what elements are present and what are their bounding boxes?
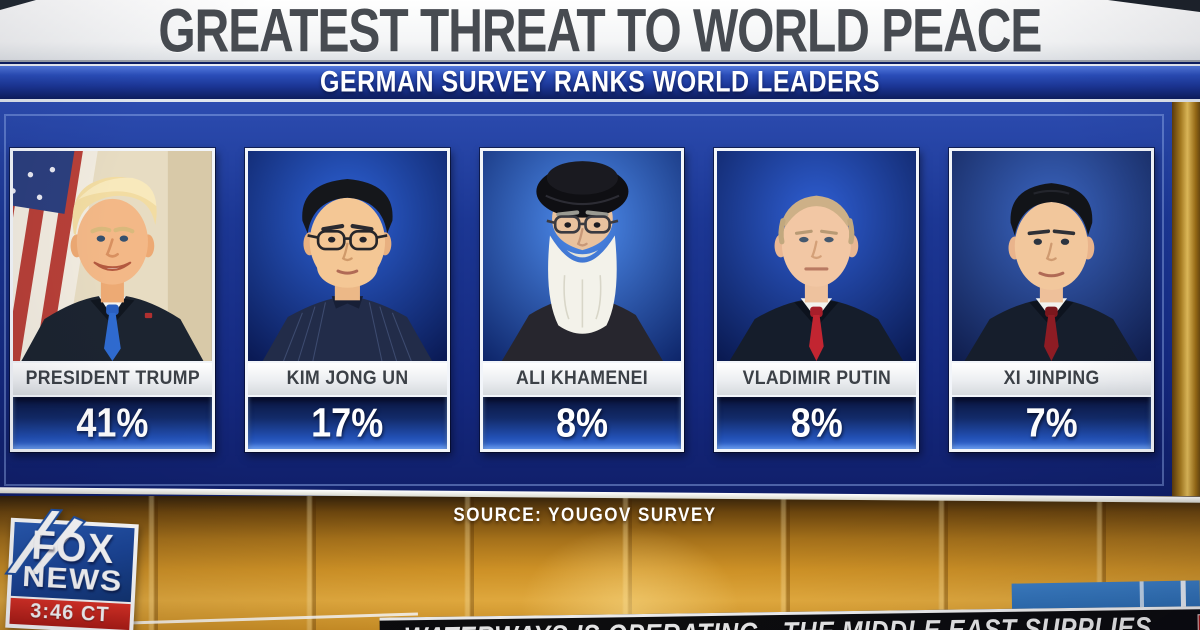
studio-gold-edge (1172, 102, 1200, 496)
time-band: 3:46 CT (9, 597, 131, 630)
leader-card-ali-khamenei: ALI KHAMENEI 8% (479, 148, 685, 452)
studio-background (0, 496, 1200, 630)
headline-title: GREATEST THREAT TO WORLD PEACE (158, 0, 1043, 64)
leader-name: KIM JONG UN (286, 368, 409, 389)
leader-percent: 7% (1025, 399, 1078, 446)
leader-card-vladimir-putin: VLADIMIR PUTIN 8% (714, 148, 920, 452)
ticker-segment: THE MIDDLE EAST SUPPLIES (783, 612, 1152, 630)
leader-name-band: XI JINPING (952, 361, 1151, 395)
leader-cards-row: PRESIDENT TRUMP 41% (10, 148, 1154, 452)
trump-portrait (13, 151, 212, 361)
ali-khamenei-portrait (482, 151, 682, 361)
kim-jong-un-portrait-illustration (247, 151, 447, 361)
xi-jinping-portrait-illustration (952, 151, 1151, 361)
leader-name: VLADIMIR PUTIN (742, 368, 892, 389)
survey-panel: PRESIDENT TRUMP 41% (0, 102, 1200, 496)
leader-percent: 41% (76, 399, 149, 446)
leader-name-band: PRESIDENT TRUMP (13, 361, 212, 395)
leader-name: ALI KHAMENEI (515, 368, 649, 389)
leader-percent: 8% (790, 399, 843, 446)
ali-khamenei-portrait-illustration (482, 151, 682, 361)
trump-portrait-illustration (13, 151, 212, 361)
leader-percent-band: 7% (952, 395, 1151, 449)
vladimir-putin-portrait (717, 151, 917, 361)
leader-name-band: ALI KHAMENEI (482, 361, 682, 395)
leader-name-band: VLADIMIR PUTIN (717, 361, 917, 395)
leader-percent-band: 8% (717, 395, 917, 449)
leader-percent-band: 8% (482, 395, 682, 449)
xi-jinping-portrait (952, 151, 1151, 361)
subtitle-band: GERMAN SURVEY RANKS WORLD LEADERS (0, 64, 1200, 102)
kim-jong-un-portrait (247, 151, 447, 361)
leader-card-kim-jong-un: KIM JONG UN 17% (244, 148, 450, 452)
leader-name: XI JINPING (1003, 368, 1100, 389)
fox-news-bug: FOX NEWS 3:46 CT (4, 508, 139, 630)
leader-percent: 8% (555, 399, 608, 446)
news-wordmark: NEWS (20, 560, 123, 598)
leader-name-band: KIM JONG UN (247, 361, 447, 395)
leader-percent: 17% (311, 399, 384, 446)
ticker-segment: WATERWAYS IS OPERATING (404, 617, 759, 630)
source-attribution: SOURCE: YOUGOV SURVEY (453, 503, 717, 526)
fox-logo-blue-panel: FOX NEWS (4, 508, 135, 603)
fox-logo-box: FOX NEWS 3:46 CT (4, 508, 139, 630)
local-time: 3:46 CT (29, 599, 111, 628)
headline-band: GREATEST THREAT TO WORLD PEACE (0, 0, 1200, 64)
leader-name: PRESIDENT TRUMP (25, 368, 200, 389)
searchlight-beams-icon (4, 508, 87, 577)
vladimir-putin-portrait-illustration (717, 151, 917, 361)
leader-card-xi-jinping: XI JINPING 7% (949, 148, 1154, 452)
leader-percent-band: 41% (13, 395, 212, 449)
leader-percent-band: 17% (247, 395, 447, 449)
subtitle-text: GERMAN SURVEY RANKS WORLD LEADERS (319, 65, 881, 99)
leader-card-trump: PRESIDENT TRUMP 41% (10, 148, 215, 452)
screen-corner-artifact (0, 0, 36, 10)
